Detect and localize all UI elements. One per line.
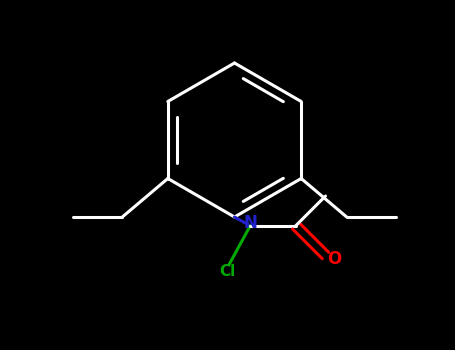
Text: O: O: [327, 250, 341, 268]
Text: N: N: [243, 214, 257, 232]
Text: Cl: Cl: [219, 265, 236, 279]
